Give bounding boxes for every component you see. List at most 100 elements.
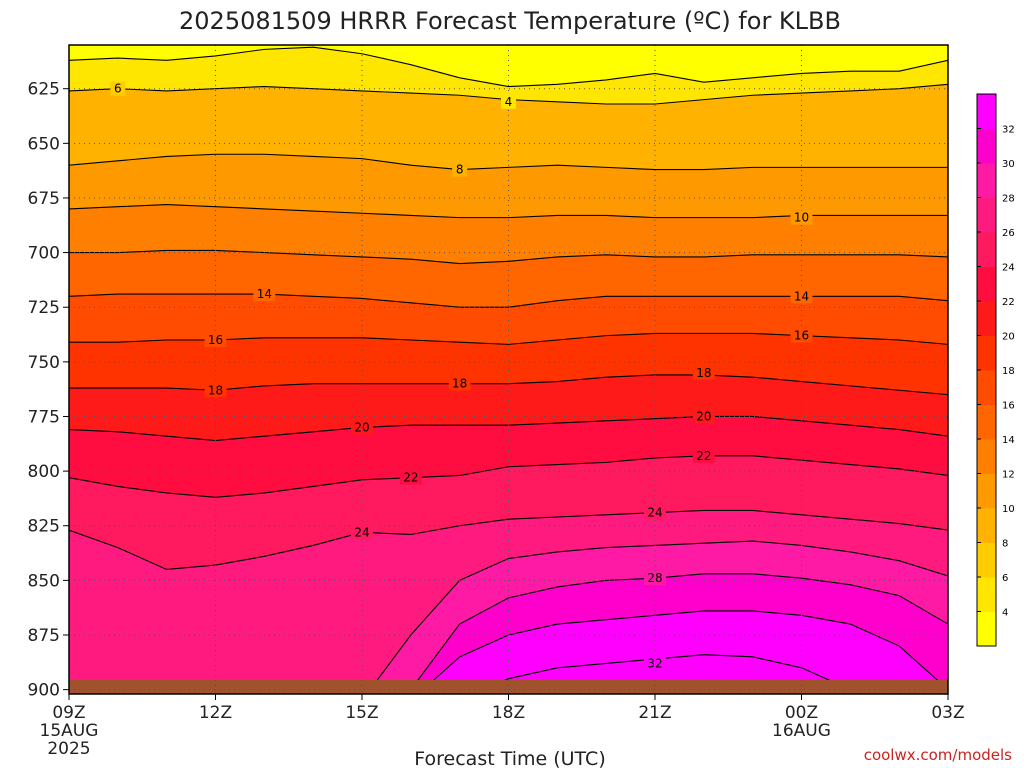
contour-label-bg-16	[644, 505, 666, 520]
x-tick-label-09Z: 09Z	[52, 703, 85, 723]
colorbar-swatch-15	[977, 94, 996, 129]
ground-fill	[69, 680, 948, 694]
contour-label-6: 6	[114, 82, 122, 96]
y-tick-label-825: 825	[28, 517, 60, 537]
contour-label-16: 16	[794, 329, 809, 343]
colorbar-label-30: 30	[1002, 159, 1015, 170]
contour-label-18: 18	[208, 383, 223, 397]
contour-label-bg-10	[692, 365, 715, 380]
x-tick-label-00Z: 00Z	[785, 703, 818, 723]
contour-label-bg-8	[204, 383, 227, 398]
y-tick-label-900: 900	[28, 681, 60, 701]
contour-label-bg-2	[452, 162, 468, 177]
axes: 62565067570072575077580082585087590009Z1…	[28, 44, 965, 759]
colorbar-label-8: 8	[1002, 539, 1008, 550]
contour-label-14: 14	[794, 289, 809, 303]
colorbar-label-10: 10	[1002, 504, 1015, 515]
colorbar-swatch-5	[977, 439, 996, 474]
x-tick-label-03Z: 03Z	[931, 703, 964, 723]
colorbar-label-6: 6	[1002, 573, 1008, 584]
colorbar-label-14: 14	[1002, 435, 1015, 446]
colorbar-swatch-0	[977, 611, 996, 647]
colorbar-swatch-3	[977, 508, 996, 543]
colorbar-label-18: 18	[1002, 366, 1015, 377]
contour-label-20: 20	[696, 409, 711, 423]
colorbar-swatch-11	[977, 232, 996, 267]
y-tick-label-700: 700	[28, 244, 60, 264]
contour-label-bg-9	[448, 376, 471, 391]
contour-label-22: 22	[696, 449, 711, 463]
colorbar-label-4: 4	[1002, 608, 1008, 619]
contour-label-bg-6	[204, 333, 227, 347]
y-tick-label-650: 650	[28, 134, 60, 154]
contour-label-bg-15	[351, 525, 373, 540]
contour-label-bg-7	[790, 328, 813, 343]
contour-labels: 4 6 8 10 14 14 16 16 18 18 18 20 20 22 22 24 24 28 32	[110, 81, 813, 671]
isotherm-30	[417, 610, 948, 694]
colorbar-swatch-6	[977, 404, 996, 440]
colorbar-swatch-12	[977, 197, 996, 233]
contour-label-22: 22	[403, 471, 418, 485]
y-tick-label-750: 750	[28, 353, 60, 373]
contour-label-18: 18	[696, 366, 711, 380]
contour-label-20: 20	[354, 420, 369, 434]
grid-lines	[69, 45, 948, 694]
temperature-fills	[69, 45, 948, 694]
x-tick-label-15Z: 15Z	[345, 703, 378, 723]
y-tick-label-675: 675	[28, 189, 60, 209]
colorbar-swatch-1	[977, 577, 996, 612]
contour-label-bg-18	[644, 656, 666, 671]
y-tick-label-875: 875	[28, 626, 60, 646]
colorbar-label-20: 20	[1002, 332, 1015, 343]
y-tick-label-625: 625	[28, 80, 60, 100]
colorbar-swatch-10	[977, 266, 996, 302]
contour-label-24: 24	[647, 506, 662, 520]
isotherm-28	[410, 573, 948, 690]
contour-label-bg-5	[790, 289, 813, 304]
contour-label-14: 14	[257, 287, 272, 301]
contour-label-bg-17	[644, 571, 666, 586]
credit-text: coolwx.com/models	[864, 746, 1012, 764]
contour-label-28: 28	[647, 571, 662, 585]
contour-label-4: 4	[505, 95, 513, 109]
colorbar-label-12: 12	[1002, 470, 1015, 481]
y-tick-label-725: 725	[28, 298, 60, 318]
x-tick-sublabel-16AUG: 16AUG	[772, 721, 831, 741]
contour-label-24: 24	[354, 525, 369, 539]
colorbar-swatch-2	[977, 542, 996, 578]
contour-label-16: 16	[208, 333, 223, 347]
y-tick-label-800: 800	[28, 462, 60, 482]
colorbar-label-24: 24	[1002, 263, 1015, 274]
contour-label-18: 18	[452, 377, 467, 391]
contour-label-bg-1	[110, 81, 126, 96]
plot-area: 4 6 8 10 14 14 16 16 18 18 18 20 20 22 22 24 24 28 32	[69, 45, 948, 694]
contour-label-10: 10	[794, 211, 809, 225]
colorbar-swatch-7	[977, 370, 996, 405]
contour-label-bg-11	[351, 420, 373, 435]
y-tick-label-775: 775	[28, 407, 60, 427]
colorbar-label-26: 26	[1002, 228, 1015, 239]
isotherm-8	[69, 153, 948, 171]
y-tick-label-850: 850	[28, 571, 60, 591]
ground-terrain	[69, 680, 948, 694]
colorbar-label-32: 32	[1002, 125, 1015, 136]
x-tick-label-21Z: 21Z	[638, 703, 671, 723]
contour-label-bg-12	[692, 409, 715, 424]
chart-title: 2025081509 HRRR Forecast Temperature (ºC…	[179, 7, 841, 35]
colorbar: 4 6 8 10 12 14 16 18 20 22 24 26 28 30 32	[976, 93, 1015, 647]
colorbar-swatch-9	[977, 301, 996, 336]
x-tick-sublabel-15AUG: 15AUG	[40, 721, 99, 741]
contour-label-bg-13	[399, 470, 422, 485]
x-axis-label: Forecast Time (UTC)	[414, 748, 605, 768]
colorbar-swatch-14	[977, 128, 996, 164]
x-tick-label-12Z: 12Z	[199, 703, 232, 723]
colorbar-swatch-4	[977, 473, 996, 509]
contour-label-bg-14	[692, 448, 715, 463]
colorbar-swatch-13	[977, 163, 996, 198]
x-tick-sublabel-2025: 2025	[47, 739, 90, 759]
contour-label-8: 8	[456, 163, 464, 177]
colorbar-label-22: 22	[1002, 297, 1015, 308]
x-tick-label-18Z: 18Z	[492, 703, 525, 723]
colorbar-label-16: 16	[1002, 401, 1015, 412]
